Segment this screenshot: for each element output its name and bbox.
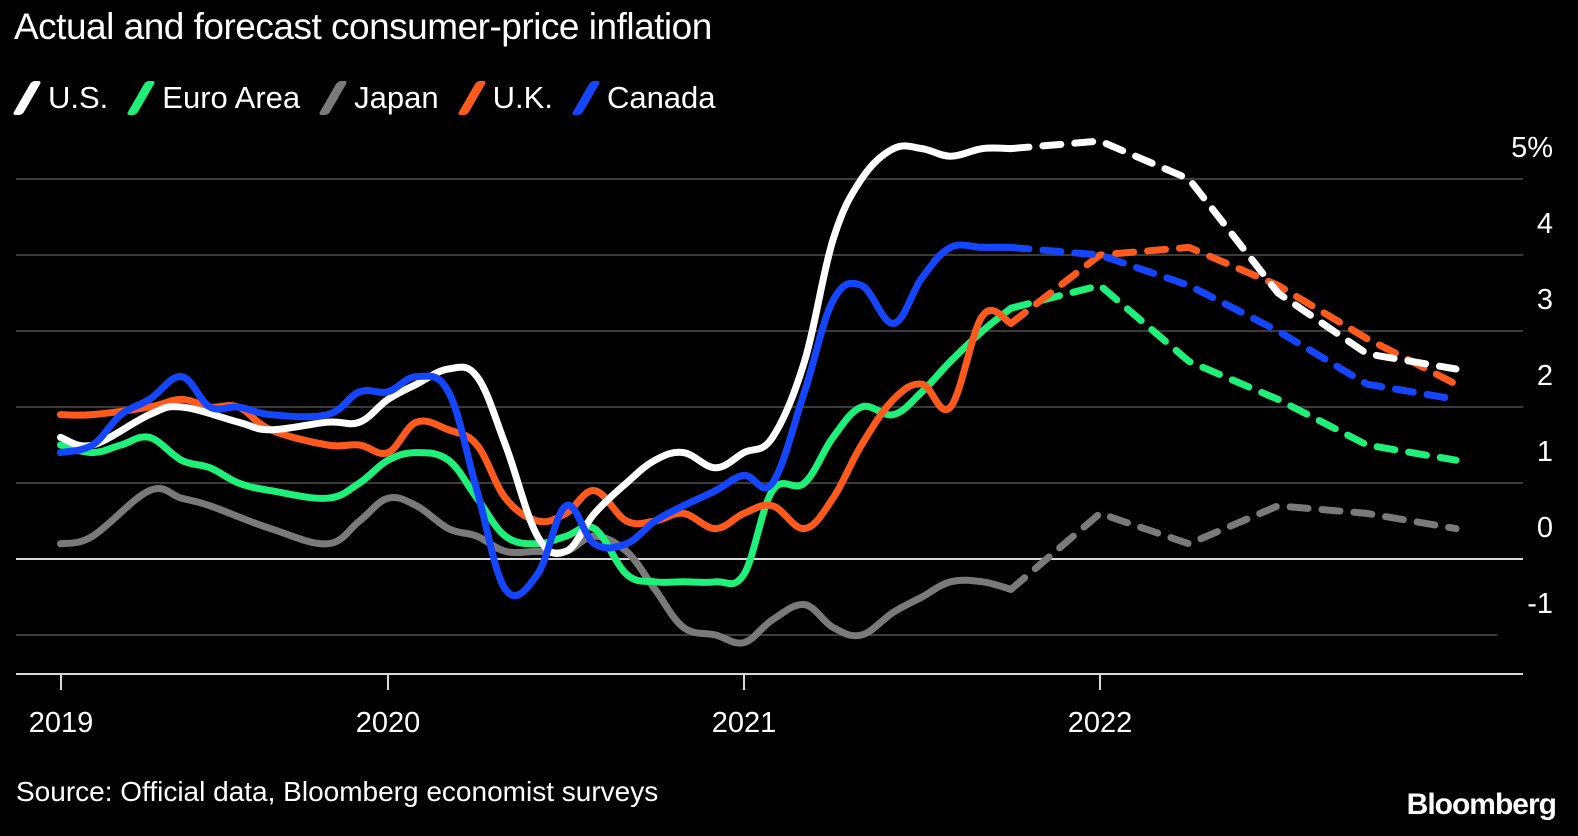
x-tick-label: 2020	[356, 707, 421, 739]
actual-line-canada	[57, 241, 1015, 599]
series-lines	[57, 137, 1460, 647]
legend-item-canada: Canada	[571, 80, 716, 116]
legend-item-euro-area: Euro Area	[126, 80, 301, 116]
source-note: Source: Official data, Bloomberg economi…	[16, 776, 659, 807]
bloomberg-logo: Bloomberg	[1406, 788, 1557, 821]
y-tick-label: 0	[1537, 512, 1553, 544]
y-tick-label: 4	[1537, 208, 1553, 240]
actual-line-japan	[57, 485, 1015, 647]
x-tick-label: 2021	[712, 707, 777, 739]
y-tick-label: 2	[1537, 360, 1553, 392]
actual-line-u-s	[57, 142, 1015, 557]
forecast-line-u-k	[1007, 243, 1460, 388]
legend-item-uk: U.K.	[456, 80, 553, 116]
series-japan	[57, 485, 1460, 647]
legend-item-japan: Japan	[318, 80, 439, 116]
forecast-line-japan	[1007, 502, 1460, 593]
legend-label-uk: U.K.	[492, 80, 553, 115]
y-axis: 5% 4 3 2 1 0 -1	[1511, 132, 1553, 620]
y-tick-label: 3	[1537, 284, 1553, 316]
chart-title: Actual and forecast consumer-price infla…	[14, 6, 712, 47]
forecast-line-u-s	[1007, 137, 1460, 373]
y-tick-label: 1	[1537, 436, 1553, 468]
chart-legend: U.S. Euro Area Japan U.K. Canada	[12, 80, 738, 116]
actual-line-u-k	[57, 307, 1015, 533]
y-tick-label: 5%	[1511, 132, 1553, 164]
series-euro-area	[57, 281, 1460, 588]
actual-line-euro-area	[57, 304, 1015, 588]
legend-item-us: U.S.	[12, 80, 109, 116]
x-axis: 2019 2020 2021 2022	[16, 673, 1523, 739]
legend-label-euro-area: Euro Area	[162, 80, 301, 115]
legend-label-japan: Japan	[354, 80, 439, 115]
x-tick-label: 2022	[1068, 707, 1133, 739]
legend-label-us: U.S.	[48, 80, 109, 115]
x-tick-label: 2019	[29, 707, 94, 739]
forecast-line-euro-area	[1007, 281, 1460, 464]
legend-label-canada: Canada	[606, 80, 716, 115]
y-tick-label: -1	[1527, 588, 1553, 620]
forecast-line-canada	[1007, 243, 1460, 403]
series-canada	[57, 241, 1460, 599]
